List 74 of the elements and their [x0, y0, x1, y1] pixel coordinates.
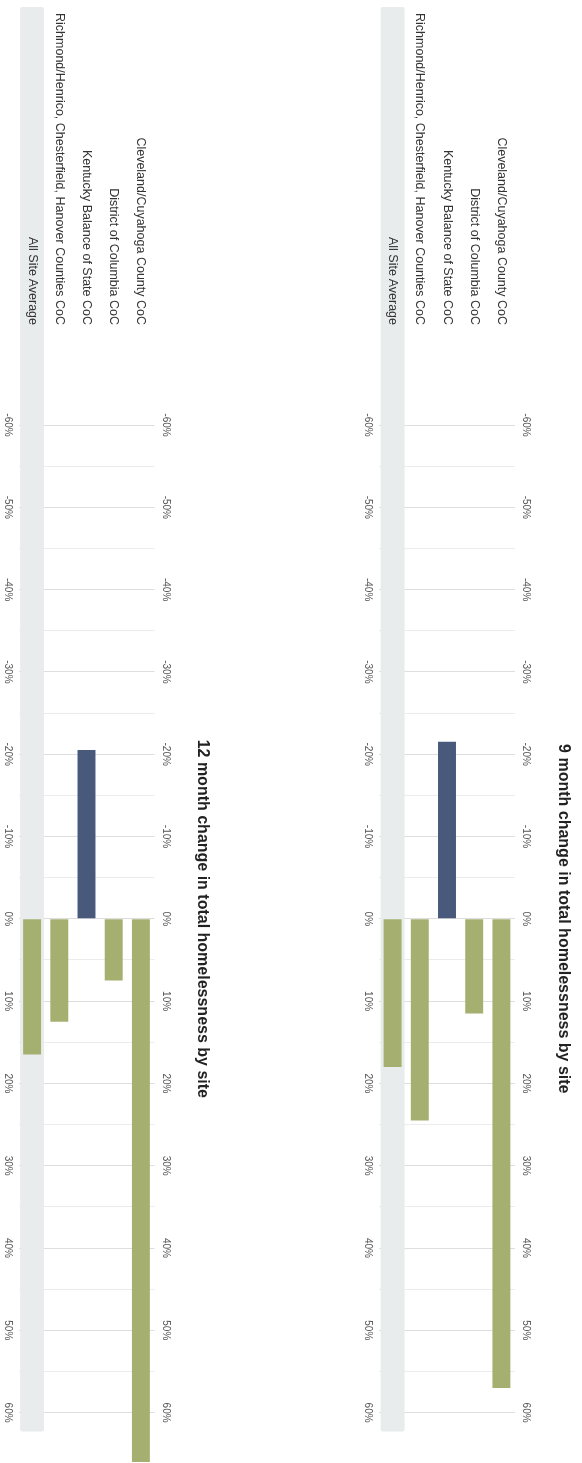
y2-tick-label: 10%: [160, 991, 172, 1012]
y-tick-label: 30%: [363, 1155, 375, 1176]
bar: [383, 919, 402, 1067]
y2-tick-label: -50%: [521, 495, 533, 520]
y2-tick-label: -40%: [160, 577, 172, 602]
bar: [131, 919, 150, 1462]
y-tick-label: -10%: [363, 824, 375, 849]
x-tick-label: Richmond/Henrico, Chesterfield, Hanover Counties CoC: [413, 13, 428, 325]
y2-tick-label: 20%: [160, 1073, 172, 1094]
y2-tick-label: 0%: [521, 911, 533, 927]
x-tick-label: Kentucky Balance of State CoC: [440, 149, 455, 325]
y-tick-label: 10%: [363, 991, 375, 1012]
x-tick-label: All Site Average: [25, 236, 40, 326]
y2-tick-label: -10%: [160, 824, 172, 849]
y-tick-label: 60%: [2, 1402, 14, 1423]
bar: [23, 919, 42, 1055]
y2-tick-label: -20%: [160, 742, 172, 766]
bar: [410, 919, 429, 1121]
y2-tick-label: 60%: [160, 1402, 172, 1423]
y2-axis-title: 9 month change in total homelessness by site: [555, 744, 573, 1094]
y-tick-label: -30%: [2, 660, 14, 684]
y2-tick-label: -10%: [521, 824, 533, 849]
y2-tick-label: 50%: [521, 1320, 533, 1341]
y-tick-label: -20%: [2, 742, 14, 766]
y2-tick-label: 10%: [521, 991, 533, 1012]
y2-axis-title: 12 month change in total homelessness by site: [195, 739, 213, 1099]
x-tick-label: Cleveland/Cuyahoga County CoC: [494, 137, 509, 325]
y2-tick-label: -30%: [160, 660, 172, 684]
x-tick-label: District of Columbia CoC: [467, 188, 482, 325]
y-tick-label: 40%: [363, 1237, 375, 1259]
y-tick-label: 20%: [363, 1073, 375, 1094]
x-tick-label: All Site Average: [386, 236, 401, 326]
y2-tick-label: 30%: [521, 1155, 533, 1176]
x-tick-label: Cleveland/Cuyahoga County CoC: [134, 137, 149, 325]
y2-tick-label: -40%: [521, 577, 533, 602]
x-tick-label: Richmond/Henrico, Chesterfield, Hanover Counties CoC: [52, 13, 67, 325]
y2-tick-label: -30%: [521, 660, 533, 684]
y-tick-label: 60%: [363, 1402, 375, 1423]
y2-tick-label: 30%: [160, 1155, 172, 1176]
y-tick-label: 0%: [2, 911, 14, 927]
y-tick-label: -60%: [363, 413, 375, 437]
y2-tick-label: -60%: [160, 413, 172, 437]
bar: [465, 919, 484, 1014]
y2-tick-label: 0%: [160, 911, 172, 927]
bar: [104, 919, 123, 981]
y-tick-label: 20%: [2, 1073, 14, 1094]
y-tick-label: -40%: [2, 577, 14, 602]
x-tick-label: Kentucky Balance of State CoC: [80, 149, 95, 325]
y-tick-label: -50%: [363, 495, 375, 520]
y2-tick-label: 20%: [521, 1073, 533, 1094]
x-tick-label: District of Columbia CoC: [107, 188, 122, 325]
y2-tick-label: 60%: [521, 1402, 533, 1423]
y2-tick-label: -20%: [521, 742, 533, 766]
y2-tick-label: -60%: [521, 413, 533, 437]
y-tick-label: 0%: [363, 911, 375, 927]
y-tick-label: -30%: [363, 660, 375, 684]
y2-tick-label: 40%: [160, 1237, 172, 1259]
y-tick-label: -60%: [2, 413, 14, 437]
y2-tick-label: 50%: [160, 1320, 172, 1341]
y-tick-label: 50%: [2, 1320, 14, 1341]
y-tick-label: -20%: [363, 742, 375, 766]
bar: [50, 919, 69, 1022]
y-tick-label: 30%: [2, 1155, 14, 1176]
y-tick-label: 50%: [363, 1320, 375, 1341]
y2-tick-label: -50%: [160, 495, 172, 520]
y-tick-label: 40%: [2, 1237, 14, 1259]
bar: [492, 919, 511, 1388]
y-tick-label: -40%: [363, 577, 375, 602]
bar: [77, 750, 96, 919]
y2-tick-label: 40%: [521, 1237, 533, 1259]
y-tick-label: 10%: [2, 991, 14, 1012]
y-tick-label: -50%: [2, 495, 14, 520]
y-tick-label: -10%: [2, 824, 14, 849]
bar: [438, 741, 456, 919]
